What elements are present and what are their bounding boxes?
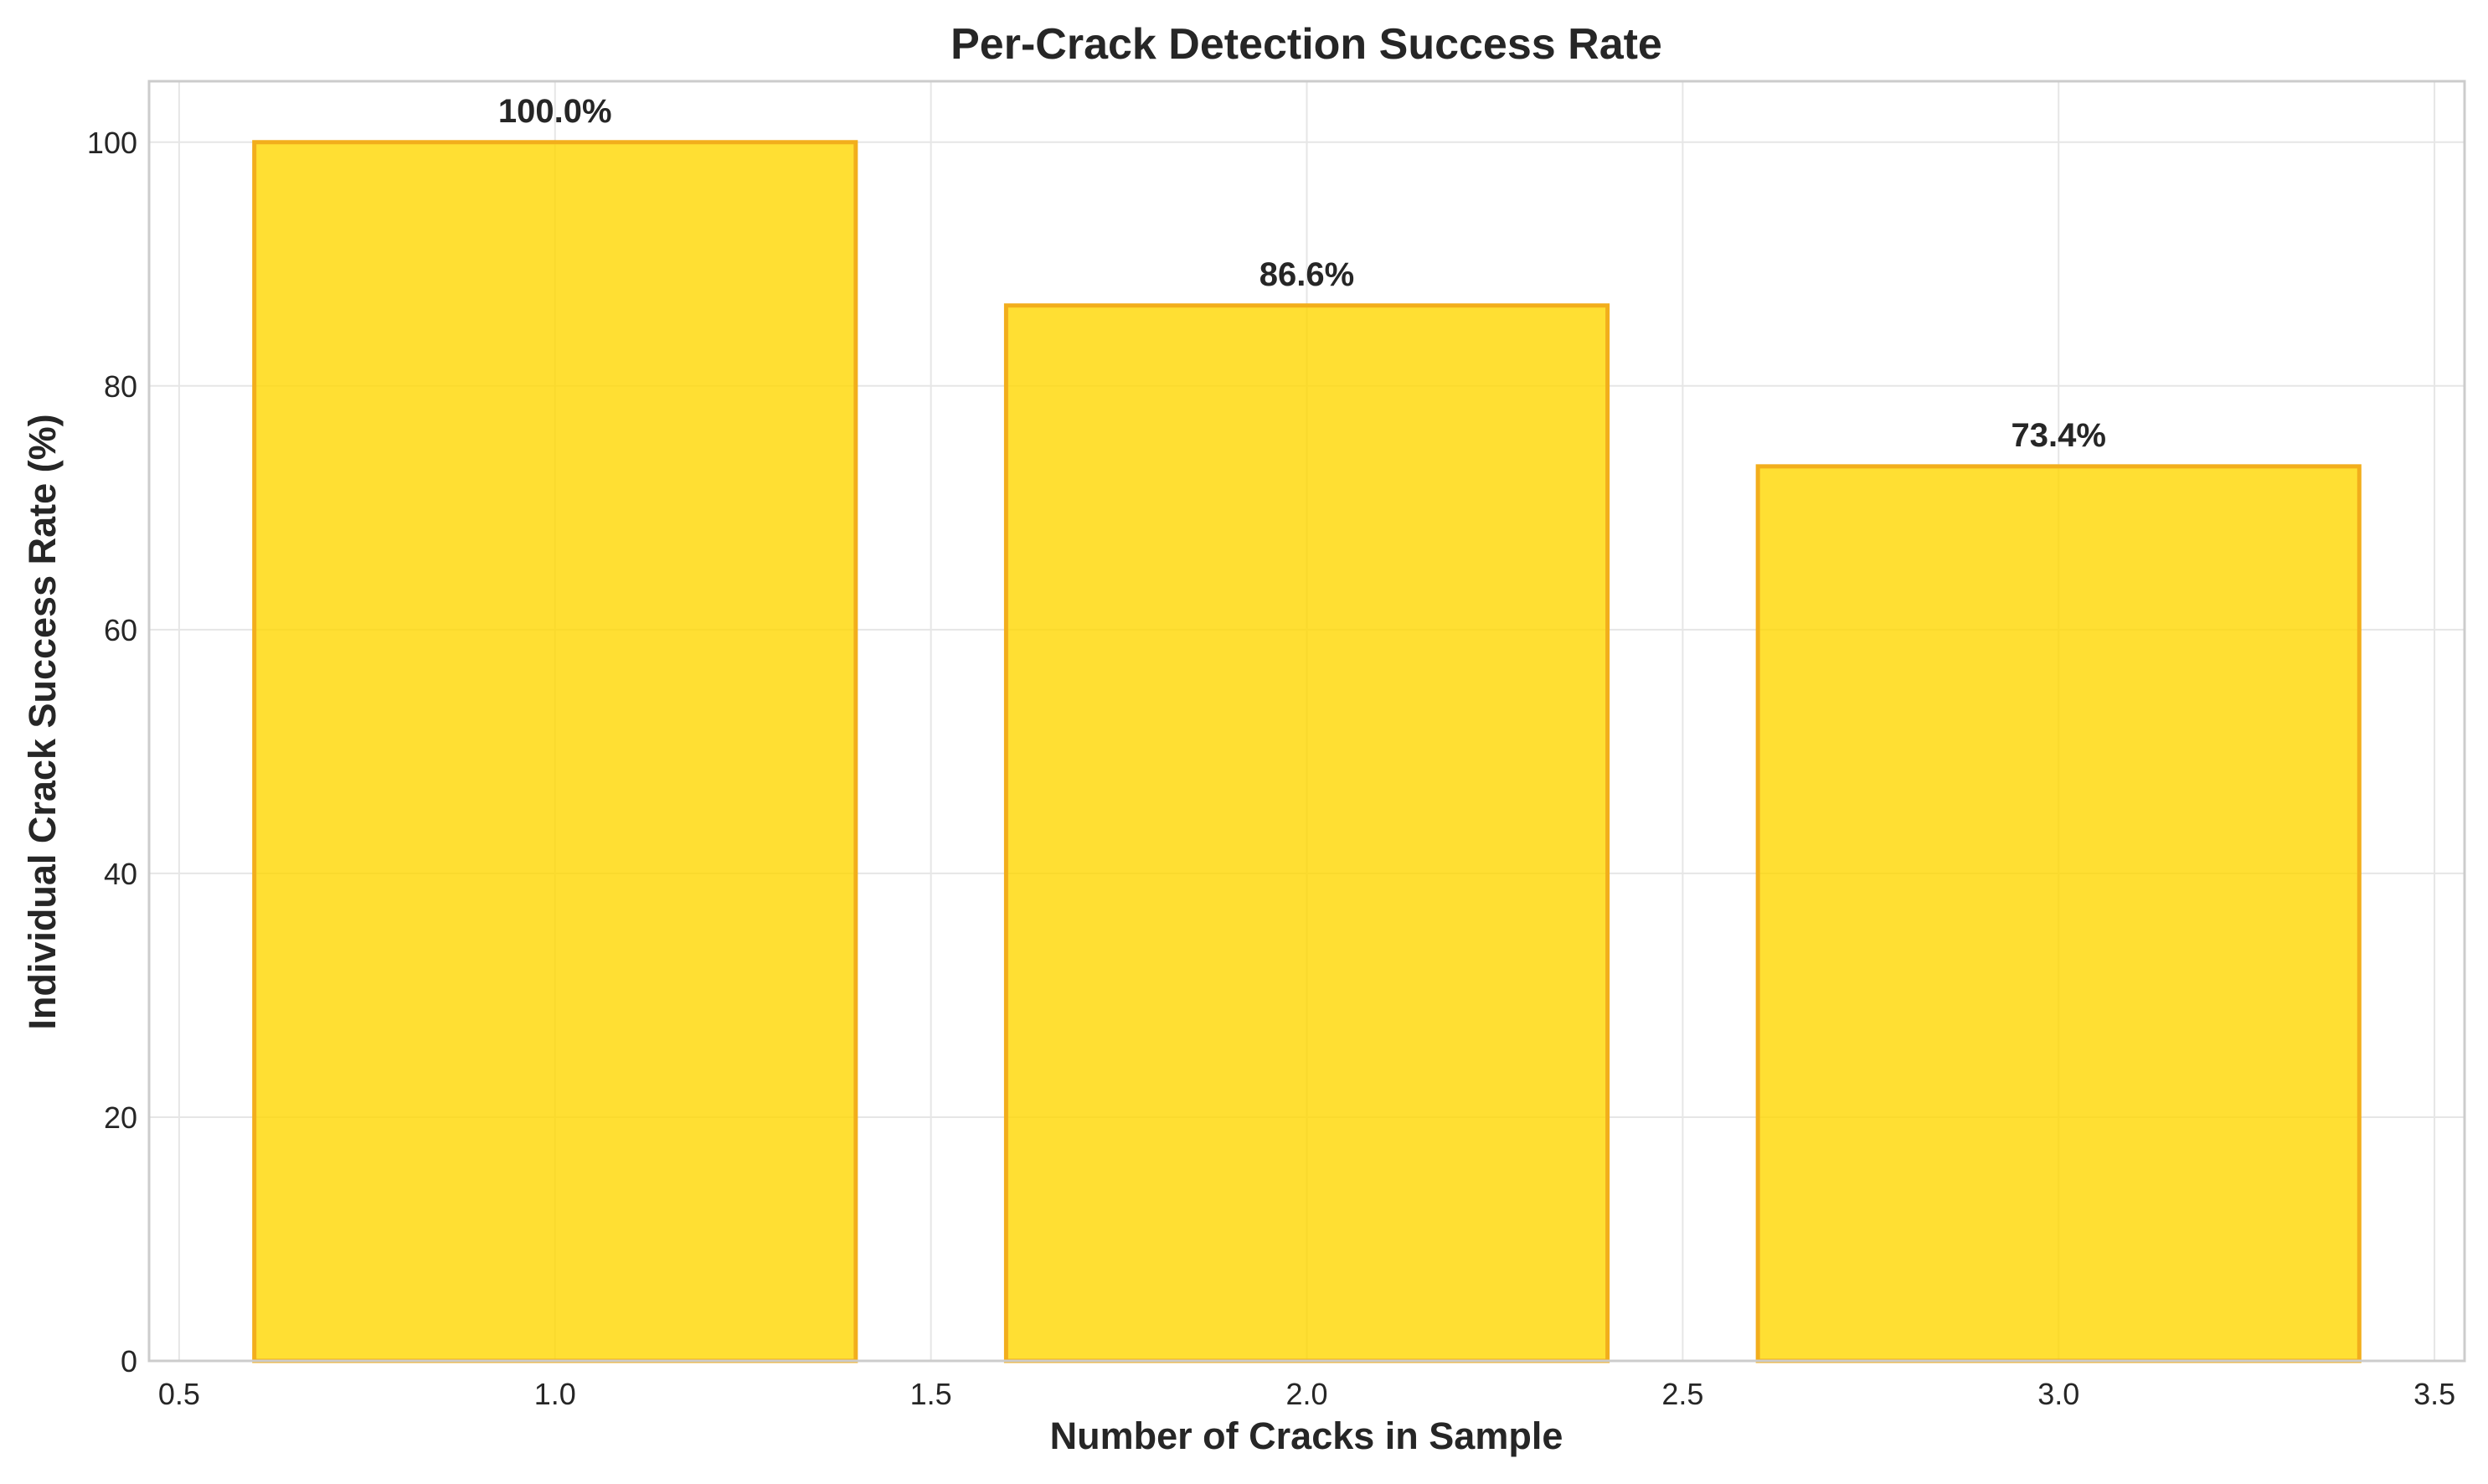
x-tick-label-3: 2.0	[1285, 1377, 1327, 1411]
x-tick-label-1: 1.0	[534, 1377, 576, 1411]
y-tick-label-3: 60	[104, 613, 137, 647]
bars	[252, 140, 2362, 1363]
x-tick-labels: 0.5 1.0 1.5 2.0 2.5 3.0 3.5	[158, 1377, 2455, 1411]
y-tick-label-1: 20	[104, 1100, 137, 1135]
x-axis-label: Number of Cracks in Sample	[1050, 1414, 1563, 1457]
plot-frame	[147, 80, 2466, 1363]
y-tick-label-2: 40	[104, 857, 137, 891]
x-tick-label-2: 1.5	[910, 1377, 952, 1411]
y-axis-label: Individual Crack Success Rate (%)	[21, 414, 64, 1029]
bar-3	[1755, 464, 2362, 1363]
chart-title: Per-Crack Detection Success Rate	[950, 20, 1662, 69]
data-labels: 100.0% 86.6% 73.4%	[498, 93, 2106, 454]
bar-2	[1003, 303, 1610, 1363]
data-label-1: 100.0%	[498, 93, 612, 130]
data-label-2: 86.6%	[1259, 256, 1354, 293]
x-tick-label-0: 0.5	[158, 1377, 200, 1411]
y-tick-labels: 0 20 40 60 80 100	[87, 126, 137, 1378]
x-tick-label-6: 3.5	[2413, 1377, 2455, 1411]
x-tick-label-5: 3.0	[2037, 1377, 2079, 1411]
bar-1	[252, 140, 858, 1363]
x-tick-label-4: 2.5	[1661, 1377, 1703, 1411]
data-label-3: 73.4%	[2012, 417, 2106, 454]
y-tick-label-4: 80	[104, 369, 137, 404]
y-tick-label-5: 100	[87, 126, 137, 160]
y-tick-label-0: 0	[121, 1344, 137, 1378]
